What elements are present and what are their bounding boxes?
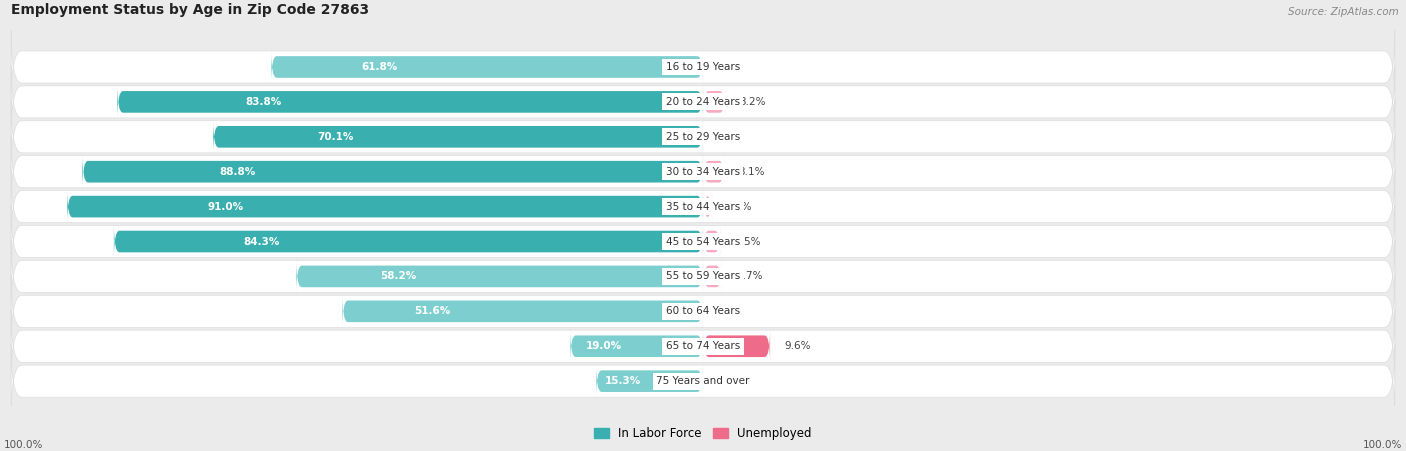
Text: 100.0%: 100.0% [1362, 440, 1402, 450]
Text: 19.0%: 19.0% [585, 341, 621, 351]
Text: 15.3%: 15.3% [605, 376, 641, 386]
FancyBboxPatch shape [343, 294, 703, 328]
Text: 84.3%: 84.3% [243, 236, 280, 247]
Text: 100.0%: 100.0% [4, 440, 44, 450]
Text: 55 to 59 Years: 55 to 59 Years [666, 272, 740, 281]
FancyBboxPatch shape [703, 329, 770, 364]
Text: 45 to 54 Years: 45 to 54 Years [666, 236, 740, 247]
FancyBboxPatch shape [214, 120, 703, 154]
Text: 75 Years and over: 75 Years and over [657, 376, 749, 386]
Text: 60 to 64 Years: 60 to 64 Years [666, 306, 740, 316]
FancyBboxPatch shape [11, 31, 1395, 103]
FancyBboxPatch shape [703, 259, 721, 294]
FancyBboxPatch shape [703, 85, 725, 119]
FancyBboxPatch shape [83, 155, 703, 189]
Text: 83.8%: 83.8% [246, 97, 283, 107]
FancyBboxPatch shape [67, 189, 703, 224]
FancyBboxPatch shape [11, 205, 1395, 278]
Text: 25 to 29 Years: 25 to 29 Years [666, 132, 740, 142]
Text: 58.2%: 58.2% [380, 272, 416, 281]
FancyBboxPatch shape [571, 329, 703, 364]
Text: 9.6%: 9.6% [785, 341, 811, 351]
FancyBboxPatch shape [114, 225, 703, 258]
Text: 20 to 24 Years: 20 to 24 Years [666, 97, 740, 107]
FancyBboxPatch shape [11, 345, 1395, 418]
Text: 16 to 19 Years: 16 to 19 Years [666, 62, 740, 72]
Text: 1.3%: 1.3% [725, 202, 752, 212]
Text: Employment Status by Age in Zip Code 27863: Employment Status by Age in Zip Code 278… [11, 3, 370, 17]
FancyBboxPatch shape [297, 259, 703, 294]
Text: Source: ZipAtlas.com: Source: ZipAtlas.com [1288, 7, 1399, 17]
FancyBboxPatch shape [596, 364, 703, 398]
FancyBboxPatch shape [11, 101, 1395, 173]
Text: 91.0%: 91.0% [208, 202, 245, 212]
Text: 30 to 34 Years: 30 to 34 Years [666, 167, 740, 177]
FancyBboxPatch shape [11, 240, 1395, 313]
Text: 0.0%: 0.0% [717, 132, 744, 142]
FancyBboxPatch shape [11, 65, 1395, 138]
Legend: In Labor Force, Unemployed: In Labor Force, Unemployed [589, 423, 817, 445]
Text: 51.6%: 51.6% [415, 306, 451, 316]
Text: 2.5%: 2.5% [734, 236, 761, 247]
FancyBboxPatch shape [703, 155, 724, 189]
Text: 70.1%: 70.1% [318, 132, 354, 142]
Text: 3.1%: 3.1% [738, 167, 765, 177]
Text: 2.7%: 2.7% [735, 272, 762, 281]
FancyBboxPatch shape [271, 50, 703, 84]
Text: 0.0%: 0.0% [717, 306, 744, 316]
Text: 0.0%: 0.0% [717, 62, 744, 72]
FancyBboxPatch shape [11, 170, 1395, 243]
Text: 88.8%: 88.8% [219, 167, 256, 177]
FancyBboxPatch shape [11, 275, 1395, 348]
FancyBboxPatch shape [117, 85, 703, 119]
FancyBboxPatch shape [11, 135, 1395, 208]
FancyBboxPatch shape [11, 310, 1395, 382]
Text: 3.2%: 3.2% [740, 97, 766, 107]
Text: 0.0%: 0.0% [717, 376, 744, 386]
FancyBboxPatch shape [703, 189, 711, 224]
Text: 35 to 44 Years: 35 to 44 Years [666, 202, 740, 212]
Text: 61.8%: 61.8% [361, 62, 398, 72]
Text: 65 to 74 Years: 65 to 74 Years [666, 341, 740, 351]
FancyBboxPatch shape [703, 225, 720, 258]
